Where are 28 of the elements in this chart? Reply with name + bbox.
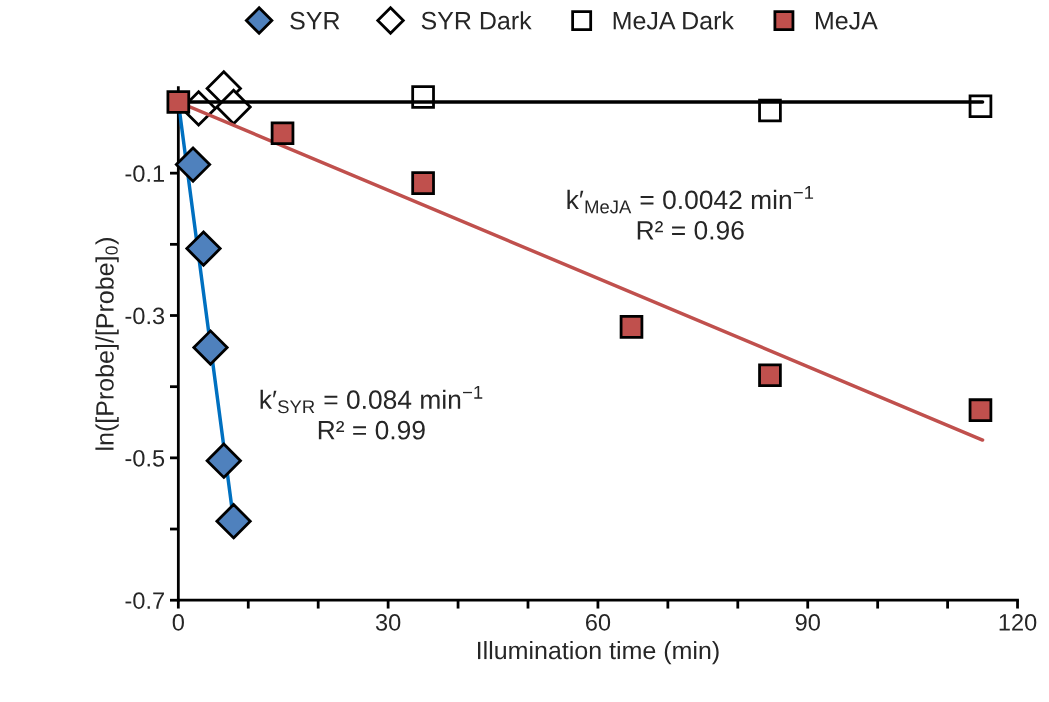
x-tick-label: 120 bbox=[999, 614, 1037, 631]
point bbox=[185, 230, 222, 267]
point bbox=[758, 363, 782, 388]
point bbox=[215, 503, 252, 540]
legend-label: SYR Dark bbox=[421, 11, 532, 30]
point bbox=[968, 398, 993, 422]
text: k′$_{SYR}$ = 0.084 min$^{−1}$ R² = 0.99 bbox=[260, 385, 483, 440]
point bbox=[619, 315, 644, 339]
point bbox=[166, 90, 191, 114]
y-tick-label: -0.3 bbox=[125, 307, 165, 325]
x-tick-label: 60 bbox=[586, 614, 611, 631]
point bbox=[205, 442, 242, 479]
x-axis-title: Illumination time (min) bbox=[477, 640, 719, 665]
point bbox=[411, 171, 435, 195]
y-tick-label: -0.5 bbox=[125, 449, 165, 467]
x-tick-label: 0 bbox=[172, 614, 184, 631]
point bbox=[192, 329, 229, 366]
point bbox=[270, 121, 295, 146]
legend-label: MeJA bbox=[815, 12, 878, 30]
y-tick-label: -0.7 bbox=[125, 592, 164, 609]
x-tick-label: 90 bbox=[795, 614, 820, 631]
text: k′$_{MeJA}$ = 0.0042 min$^{−1}$ R² = 0.96 bbox=[567, 186, 814, 240]
x-tick-label: 30 bbox=[375, 614, 401, 631]
point bbox=[174, 146, 212, 183]
y-tick-label: -0.1 bbox=[125, 165, 164, 182]
legend-label: MeJA Dark bbox=[613, 11, 734, 30]
legend-label: SYR bbox=[290, 11, 340, 30]
y-axis-title: ln([Probe]/[Probe]$_{0}$) bbox=[95, 238, 119, 450]
